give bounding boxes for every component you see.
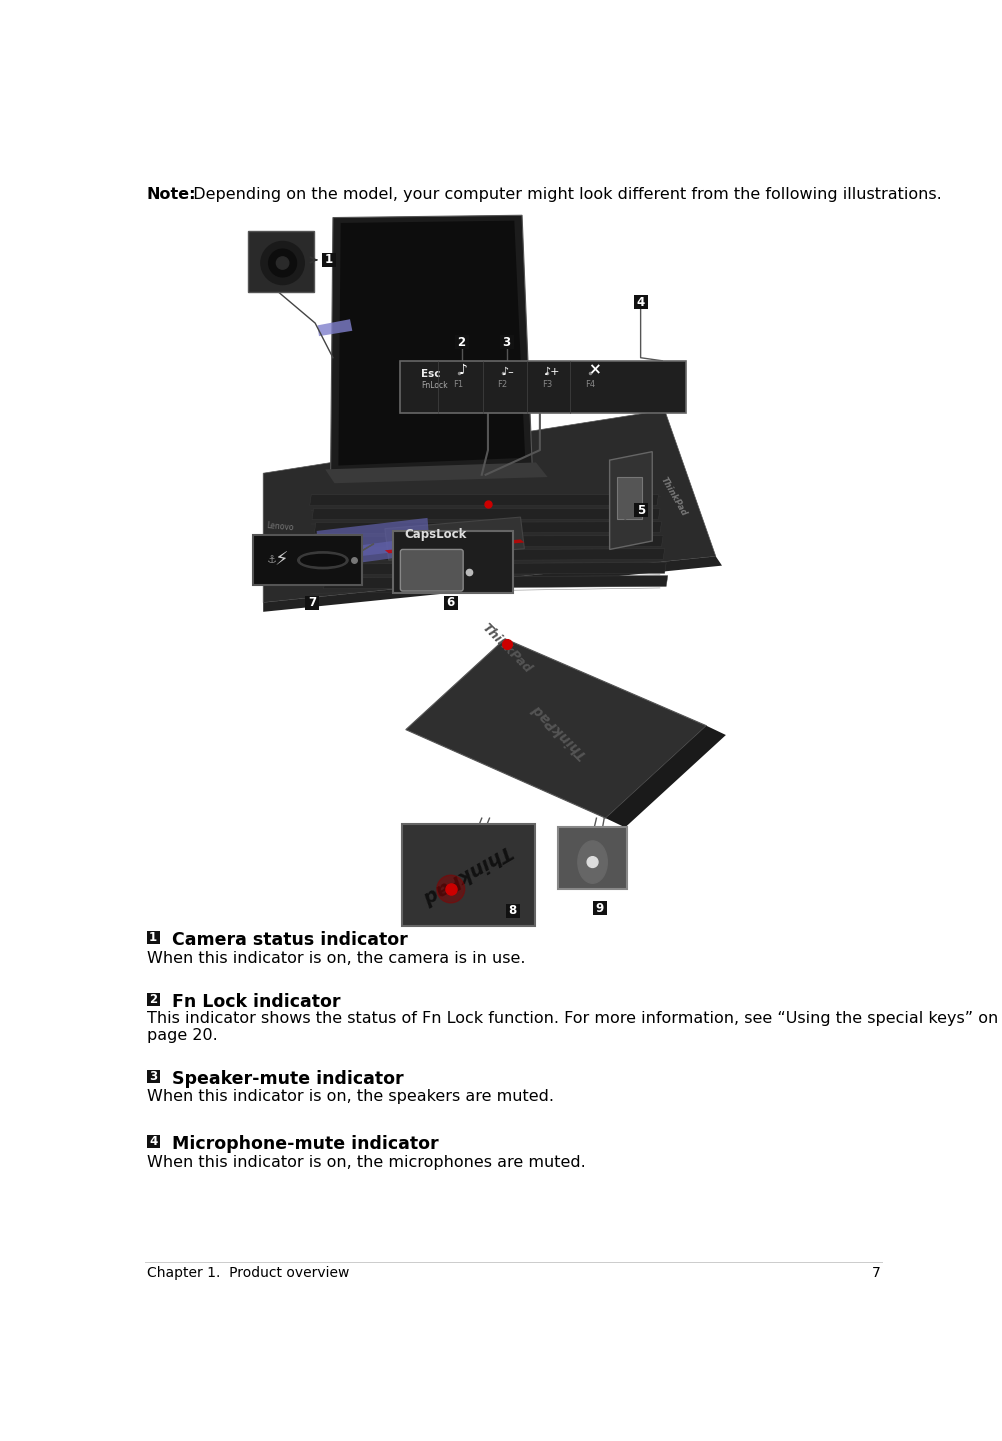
Text: Camera status indicator: Camera status indicator [165,931,407,950]
Text: 7: 7 [308,597,316,610]
Circle shape [261,242,305,284]
Text: 3: 3 [502,336,511,349]
Text: ♪+: ♪+ [543,367,560,378]
Ellipse shape [578,842,607,883]
Text: 8: 8 [509,904,517,916]
Bar [444,595,458,610]
Bar [146,1136,159,1148]
Polygon shape [319,549,664,561]
Text: 4: 4 [636,295,644,308]
Polygon shape [406,638,706,818]
Bar [558,827,627,889]
Bar [455,336,469,349]
Text: ×: × [588,362,601,378]
Bar [254,535,362,585]
Text: 1: 1 [325,254,333,267]
Text: 2: 2 [149,993,157,1006]
Text: page 20.: page 20. [147,1027,217,1043]
Polygon shape [315,522,661,533]
Polygon shape [317,517,430,561]
Text: ♪–: ♪– [501,367,514,378]
Polygon shape [385,517,524,561]
Bar [146,1069,159,1082]
Circle shape [587,857,598,867]
Text: This indicator shows the status of Fn Lock function. For more information, see “: This indicator shows the status of Fn Lo… [147,1010,998,1026]
Bar [393,530,513,592]
Polygon shape [385,539,524,553]
Polygon shape [264,556,722,612]
Polygon shape [324,575,667,589]
Text: FnLock: FnLock [421,380,448,391]
Text: ThinkPad: ThinkPad [658,476,688,517]
Text: When this indicator is on, the camera is in use.: When this indicator is on, the camera is… [147,951,525,965]
Text: F1: F1 [454,379,464,389]
Text: 7: 7 [872,1267,881,1280]
Polygon shape [310,494,658,506]
Text: ThinkPad: ThinkPad [479,621,534,676]
Text: Depending on the model, your computer might look different from the following il: Depending on the model, your computer mi… [182,187,941,202]
Polygon shape [318,320,353,336]
Bar [402,824,535,927]
Bar [500,336,513,349]
Text: ThinkPad: ThinkPad [529,700,589,761]
Ellipse shape [298,552,348,569]
Polygon shape [312,509,660,519]
Ellipse shape [301,555,345,566]
Text: ThinkPad: ThinkPad [418,840,515,906]
Text: 9: 9 [595,902,603,915]
Polygon shape [609,451,652,549]
Polygon shape [264,411,715,602]
Polygon shape [606,726,725,827]
Polygon shape [317,536,663,548]
Text: 1: 1 [149,931,157,944]
Text: Microphone-mute indicator: Microphone-mute indicator [165,1136,438,1153]
Text: 4: 4 [149,1136,157,1148]
Bar [616,477,642,519]
Text: 6: 6 [447,597,455,610]
Text: ⚡: ⚡ [275,550,288,569]
Text: Speaker-mute indicator: Speaker-mute indicator [165,1071,403,1088]
Polygon shape [325,540,395,568]
Circle shape [269,249,297,277]
Bar [146,931,159,944]
Circle shape [437,875,465,904]
Polygon shape [331,215,532,471]
Text: ♪: ♪ [459,363,468,378]
FancyBboxPatch shape [401,360,685,414]
Text: Esc: Esc [421,369,441,379]
Bar [592,901,606,915]
Polygon shape [322,562,666,575]
Text: Fn Lock indicator: Fn Lock indicator [165,993,340,1012]
Text: F2: F2 [498,379,508,389]
Text: ⚓: ⚓ [268,555,278,565]
Text: 3: 3 [149,1069,157,1082]
Text: CapsLock: CapsLock [404,527,467,540]
Polygon shape [326,463,548,483]
Text: F3: F3 [542,379,552,389]
Bar [506,904,520,918]
Circle shape [277,256,289,269]
Text: When this indicator is on, the speakers are muted.: When this indicator is on, the speakers … [147,1089,554,1104]
Bar [247,231,314,293]
Bar [633,295,647,310]
Bar [322,254,336,267]
Text: F4: F4 [585,379,595,389]
Bar [305,595,319,610]
Bar [146,993,159,1006]
Text: When this indicator is on, the microphones are muted.: When this indicator is on, the microphon… [147,1154,586,1170]
FancyBboxPatch shape [401,549,463,591]
Text: 2: 2 [458,336,466,349]
Polygon shape [339,220,525,465]
Text: Chapter 1.  Product overview: Chapter 1. Product overview [147,1267,350,1280]
Text: Lenovo: Lenovo [267,522,295,533]
Text: Note:: Note: [147,187,196,202]
Text: 5: 5 [637,504,645,517]
Bar [634,503,648,517]
